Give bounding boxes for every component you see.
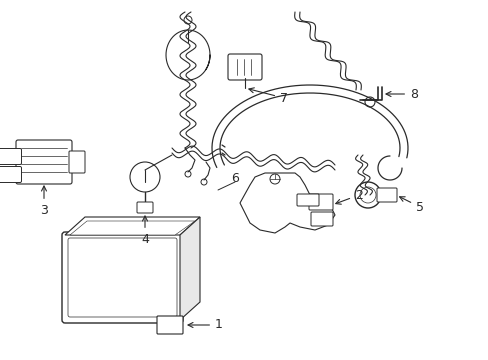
Text: 2: 2 xyxy=(335,189,362,204)
FancyBboxPatch shape xyxy=(68,238,177,317)
Polygon shape xyxy=(240,173,334,233)
Text: 7: 7 xyxy=(248,88,287,104)
FancyBboxPatch shape xyxy=(376,188,396,202)
FancyBboxPatch shape xyxy=(296,194,318,206)
Text: 6: 6 xyxy=(231,171,239,185)
Text: 4: 4 xyxy=(141,216,149,246)
Text: 1: 1 xyxy=(188,319,223,332)
FancyBboxPatch shape xyxy=(137,202,153,213)
FancyBboxPatch shape xyxy=(16,140,72,184)
Text: 5: 5 xyxy=(399,197,423,213)
Polygon shape xyxy=(65,217,200,235)
FancyBboxPatch shape xyxy=(227,54,262,80)
FancyBboxPatch shape xyxy=(0,149,21,165)
FancyBboxPatch shape xyxy=(310,212,332,226)
FancyBboxPatch shape xyxy=(62,232,183,323)
FancyBboxPatch shape xyxy=(69,151,85,173)
FancyBboxPatch shape xyxy=(0,166,21,183)
Polygon shape xyxy=(180,217,200,320)
FancyBboxPatch shape xyxy=(157,316,183,334)
Polygon shape xyxy=(70,221,195,235)
Text: 8: 8 xyxy=(385,87,417,100)
FancyBboxPatch shape xyxy=(308,194,332,210)
Text: 3: 3 xyxy=(40,186,48,217)
